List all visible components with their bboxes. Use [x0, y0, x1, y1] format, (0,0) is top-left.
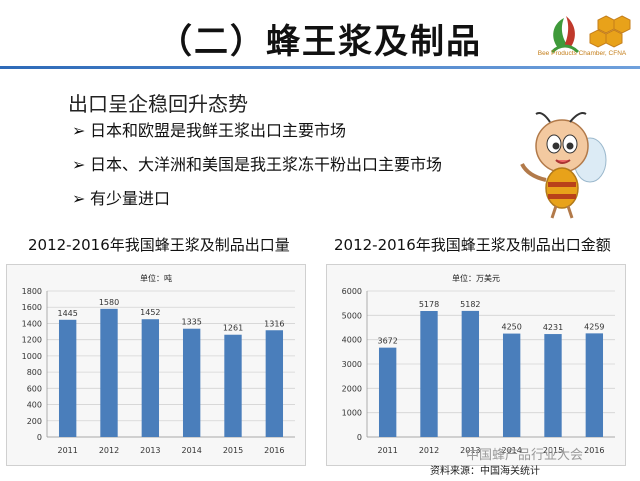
data-label: 5182 [460, 300, 480, 309]
y-tick-label: 1000 [22, 352, 42, 361]
x-tick-label: 2015 [223, 446, 243, 455]
page-title: （二）蜂王浆及制品 [158, 22, 482, 62]
value-chart-title: 2012-2016年我国蜂王浆及制品出口金额 [334, 236, 611, 254]
bar [378, 347, 397, 437]
data-label: 1580 [99, 298, 119, 307]
bullet-text: 日本和欧盟是我鲜王浆出口主要市场 [90, 121, 347, 140]
data-label: 3672 [377, 337, 397, 346]
bar [585, 333, 604, 437]
x-tick-label: 2015 [543, 446, 563, 455]
y-tick-label: 6000 [342, 287, 362, 296]
bullet-item: ➢ 日本、大洋洲和美国是我王浆冻干粉出口主要市场 [72, 154, 442, 188]
y-tick-label: 400 [27, 401, 42, 410]
bullet-text: 有少量进口 [90, 189, 171, 208]
chamber-logo [550, 15, 631, 54]
bar [141, 319, 160, 437]
title-divider [0, 66, 640, 69]
x-tick-label: 2012 [99, 446, 119, 455]
data-label: 1261 [223, 324, 243, 333]
data-label: 1316 [264, 319, 284, 328]
bar [182, 328, 201, 437]
value-chart-svg: 单位：万美元 0 1000 2000 3000 4000 5000 6000 3672 2011 5… [342, 273, 615, 455]
data-label: 4231 [543, 323, 563, 332]
unit-label: 单位：吨 [140, 273, 172, 283]
bar [58, 319, 77, 437]
arrow-bullet-icon: ➢ [72, 121, 86, 140]
arrow-bullet-icon: ➢ [72, 189, 86, 208]
data-label: 5178 [419, 300, 439, 309]
y-tick-label: 0 [37, 433, 42, 442]
bee-mascot-icon [520, 112, 607, 219]
logo-caption: Bee Products Chamber, CFNA [537, 50, 627, 57]
y-tick-label: 1800 [22, 287, 42, 296]
y-tick-label: 5000 [342, 311, 362, 320]
x-tick-label: 2014 [501, 446, 521, 455]
honeycomb-logo-icon [589, 15, 631, 48]
bullet-text: 日本、大洋洲和美国是我王浆冻干粉出口主要市场 [90, 155, 443, 174]
y-tick-label: 0 [357, 433, 362, 442]
x-tick-label: 2011 [377, 446, 397, 455]
bar [224, 334, 242, 437]
bar [502, 333, 521, 437]
data-label: 1335 [181, 318, 201, 327]
x-tick-label: 2016 [584, 446, 604, 455]
bar [461, 310, 480, 437]
y-tick-label: 1000 [342, 409, 362, 418]
bar [544, 334, 562, 437]
volume-chart-svg: 单位：吨 0 200 400 600 800 1000 1200 1400 1600 1800 144… [22, 273, 295, 455]
unit-label: 单位：万美元 [452, 273, 500, 283]
x-tick-label: 2011 [57, 446, 77, 455]
volume-chart: 单位：吨 0 200 400 600 800 1000 1200 1400 1600 1800 144… [6, 264, 306, 466]
y-tick-label: 800 [27, 368, 42, 377]
x-tick-label: 2013 [140, 446, 160, 455]
watermark: 中国蜂产品行业大会 [466, 448, 584, 463]
y-tick-label: 4000 [342, 336, 362, 345]
bar [100, 308, 118, 437]
y-tick-label: 1600 [22, 303, 42, 312]
y-tick-label: 3000 [342, 360, 362, 369]
arrow-bullet-icon: ➢ [72, 155, 86, 174]
bar [420, 311, 438, 437]
bullet-item: ➢ 有少量进口 [72, 188, 442, 222]
data-label: 4250 [501, 323, 521, 332]
y-tick-label: 1200 [22, 336, 42, 345]
bullet-item: ➢ 日本和欧盟是我鲜王浆出口主要市场 [72, 120, 442, 154]
data-source: 资料来源：中国海关统计 [430, 466, 540, 477]
data-label: 4259 [584, 322, 604, 331]
leaf-logo-icon [550, 16, 580, 54]
y-tick-label: 2000 [342, 384, 362, 393]
volume-chart-title: 2012-2016年我国蜂王浆及制品出口量 [28, 236, 290, 254]
x-tick-label: 2014 [181, 446, 201, 455]
bar [265, 330, 284, 437]
bullet-list: ➢ 日本和欧盟是我鲜王浆出口主要市场 ➢ 日本、大洋洲和美国是我王浆冻干粉出口主要市… [72, 120, 442, 222]
section-subtitle: 出口呈企稳回升态势 [68, 92, 248, 116]
data-label: 1445 [57, 309, 77, 318]
x-tick-label: 2016 [264, 446, 284, 455]
y-tick-label: 600 [27, 384, 42, 393]
value-chart: 单位：万美元 0 1000 2000 3000 4000 5000 6000 3672 2011 5… [326, 264, 626, 466]
y-tick-label: 200 [27, 417, 42, 426]
x-tick-label: 2013 [460, 446, 480, 455]
data-label: 1452 [140, 308, 160, 317]
x-tick-label: 2012 [419, 446, 439, 455]
y-tick-label: 1400 [22, 319, 42, 328]
